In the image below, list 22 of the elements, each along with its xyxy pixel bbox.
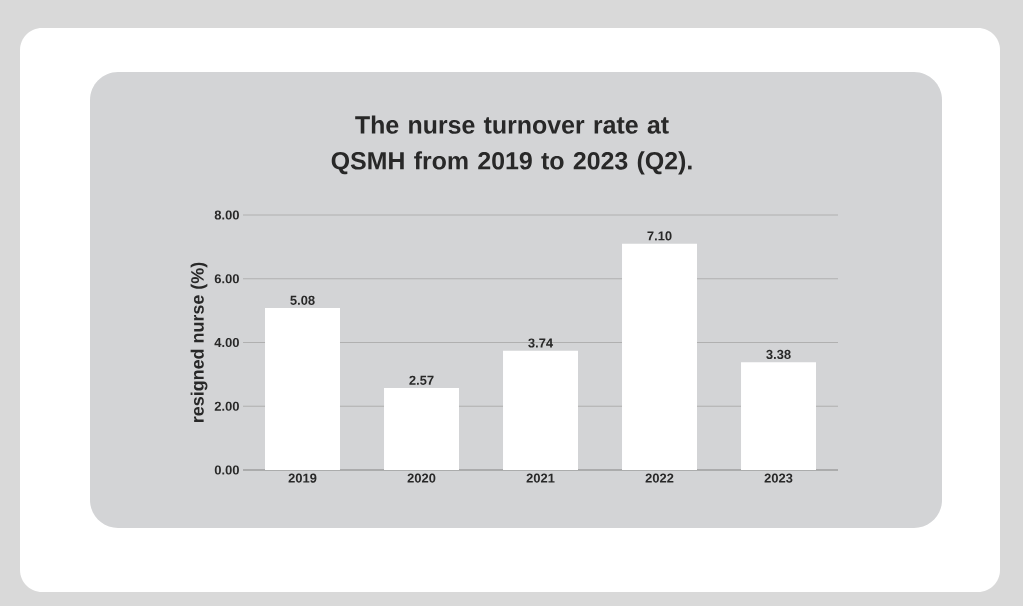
x-tick-label: 2023	[764, 473, 793, 483]
data-label: 5.08	[290, 295, 315, 305]
y-tick-label: 8.00	[214, 210, 239, 220]
x-tick-label: 2021	[526, 473, 555, 483]
bar	[622, 243, 697, 470]
y-tick-label: 0.00	[214, 465, 239, 475]
data-label: 3.38	[766, 349, 791, 360]
x-tick-label: 2020	[407, 473, 436, 483]
y-tick-label: 6.00	[214, 274, 239, 284]
y-tick-label: 2.00	[214, 401, 239, 411]
y-axis-title: resigned nurse (%)	[190, 262, 208, 423]
bar	[265, 308, 340, 470]
bar	[741, 362, 816, 470]
bar	[384, 388, 459, 470]
x-tick-label: 2022	[645, 473, 674, 483]
x-tick-label: 2019	[288, 473, 317, 483]
chart-title: The nurse turnover rate at QSMH from 2019 to 2023 (Q2).	[331, 115, 692, 175]
y-tick-label: 4.00	[214, 337, 239, 348]
bar	[503, 350, 578, 470]
data-label: 3.74	[528, 338, 554, 348]
data-label: 2.57	[409, 375, 434, 385]
data-label: 7.10	[647, 231, 672, 241]
